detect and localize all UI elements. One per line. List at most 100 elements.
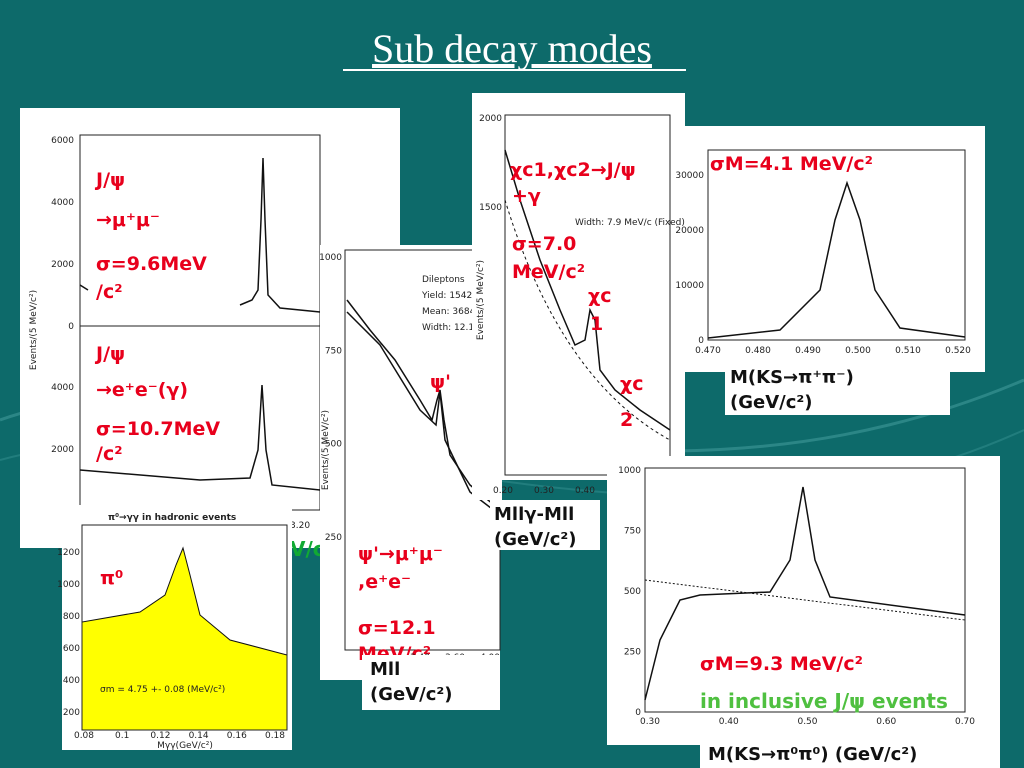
y-tick-label: 0 xyxy=(68,322,74,332)
frame xyxy=(644,467,966,713)
frame xyxy=(81,524,288,731)
annotation: +γ xyxy=(512,185,541,207)
annotation: 2 xyxy=(620,409,633,431)
annotation: σ=10.7MeV xyxy=(96,418,220,440)
background-fit xyxy=(644,579,966,621)
x-tick-label: 0.12 xyxy=(150,731,170,741)
label-box xyxy=(490,500,600,550)
x-tick-label: 3.20 xyxy=(290,521,310,531)
y-tick-label: 200 xyxy=(63,708,80,718)
axis-label: Mll xyxy=(370,659,400,680)
y-tick-label: 400 xyxy=(63,676,80,686)
annotation: σM=4.1 MeV/c² xyxy=(710,153,873,175)
annotation: J/ψ xyxy=(94,343,125,365)
axis-label: M(KS→π⁺π⁻) xyxy=(730,367,854,388)
y-tick-label: 2000 xyxy=(51,445,74,455)
x-tick-label: 0.60 xyxy=(876,717,896,727)
x-tick-label: 0.1 xyxy=(115,731,129,741)
ks-pm-panel: σM=4.1 MeV/c² xyxy=(685,126,985,372)
annotation: /c² xyxy=(96,443,123,465)
fit-note: Width: 7.9 MeV/c (Fixed) xyxy=(575,218,685,228)
annotation: χc xyxy=(588,285,612,307)
axis-label: Mllγ-Mll xyxy=(494,504,574,525)
axis-label-fragment: V/c xyxy=(290,537,325,561)
annotation: MeV/c² xyxy=(512,261,585,283)
y-tick-label: 4000 xyxy=(51,383,74,393)
y-tick-label: 1000 xyxy=(319,253,342,263)
annotation: J/ψ xyxy=(94,169,125,191)
annotation: χc1,χc2→J/ψ xyxy=(510,159,636,181)
y-axis-label: Events/(5 MeV/c²) xyxy=(476,260,486,340)
label-box xyxy=(725,362,950,415)
y-tick-label: 2000 xyxy=(51,260,74,270)
x-tick-label: 0.16 xyxy=(227,731,247,741)
label-box xyxy=(362,655,500,710)
ks-00-panel: σM=9.3 MeV/c² in inclusive J/ψ events xyxy=(607,456,1000,745)
panel-bg xyxy=(472,480,502,500)
annotation: π⁰ xyxy=(100,567,123,589)
x-tick-label: 0.470 xyxy=(695,346,721,356)
fit xyxy=(346,311,501,516)
y-tick-label: 800 xyxy=(63,612,80,622)
curve xyxy=(707,180,966,339)
y-tick-label: 4000 xyxy=(51,198,74,208)
y-tick-label: 1200 xyxy=(57,548,80,558)
curve xyxy=(504,149,671,431)
stats: Dileptons xyxy=(422,275,465,285)
y-tick-label: 1500 xyxy=(479,203,502,213)
background-fit xyxy=(504,199,671,441)
axis-label: (GeV/c²) xyxy=(494,529,577,550)
x-axis-label: Mγγ(GeV/c²) xyxy=(157,741,213,751)
annotation: →μ⁺μ⁻ xyxy=(96,209,160,231)
annotation: in inclusive J/ψ events xyxy=(700,689,948,713)
y-tick-label: 0 xyxy=(698,336,704,346)
x-tick-label: 0.08 xyxy=(74,731,94,741)
x-tick-label: 0.480 xyxy=(745,346,771,356)
pi0-panel: π⁰→γγ in hadronic events π⁰ σm = 4.75 +-… xyxy=(62,505,292,751)
annotation: σ=7.0 xyxy=(512,233,576,255)
axis-label: (GeV/c²) xyxy=(730,392,813,413)
panel-bg xyxy=(320,245,500,680)
slide-title: Sub decay modes xyxy=(372,26,652,71)
y-tick-label: 500 xyxy=(624,587,641,597)
annotation: ψ'→μ⁺μ⁻ xyxy=(358,543,443,565)
y-tick-label: 250 xyxy=(624,648,641,658)
x-tick-label: 0.20 xyxy=(493,486,513,496)
label-box xyxy=(700,735,1000,768)
y-axis-label: Events/(5 MeV/c²) xyxy=(321,410,331,490)
y-tick-label: 2000 xyxy=(479,114,502,124)
annotation: →e⁺e⁻(γ) xyxy=(96,379,188,401)
chic-panel: Events/(5 MeV/c²) Width: 7.9 MeV/c (Fixe… xyxy=(472,93,685,500)
stats: Mean: 3684.53 (F xyxy=(422,307,501,317)
x-tick-label: 0.40 xyxy=(575,486,595,496)
x-tick-label: 0.500 xyxy=(845,346,871,356)
stats: Width: 12.14 (Fi xyxy=(422,323,493,333)
annotation: σM=9.3 MeV/c² xyxy=(700,653,863,675)
y-tick-label: 10000 xyxy=(675,281,704,291)
annotation: χc xyxy=(620,373,644,395)
y-axis-label: Events/(5 MeV/c²) xyxy=(29,290,39,370)
curve xyxy=(79,157,321,313)
y-tick-label: 0 xyxy=(635,708,641,718)
x-tick-label: 0.30 xyxy=(640,717,660,727)
frame xyxy=(504,114,671,476)
caption: π⁰→γγ in hadronic events xyxy=(108,513,236,523)
x-tick-label: 0.510 xyxy=(895,346,921,356)
axis-label: (GeV/c²) xyxy=(370,684,453,705)
x-tick-label: 0.70 xyxy=(955,717,975,727)
stats: Yield: 1542 ± 1 xyxy=(421,291,491,301)
y-tick-label: 750 xyxy=(624,527,641,537)
x-tick-label: 0.40 xyxy=(719,717,739,727)
annotation: /c² xyxy=(96,281,123,303)
x-tick-label: 0.18 xyxy=(265,731,285,741)
y-tick-label: 500 xyxy=(325,440,342,450)
x-tick-label: 0.30 xyxy=(534,486,554,496)
psi2s-panel: Events/(5 MeV/c²) Dileptons Yield: 1542 … xyxy=(320,245,501,680)
x-tick-label: 0.14 xyxy=(189,731,209,741)
annotation: ψ' xyxy=(430,371,451,393)
x-tick-label: 0.520 xyxy=(945,346,971,356)
curve xyxy=(644,486,966,701)
y-tick-label: 20000 xyxy=(675,226,704,236)
annotation: σ=9.6MeV xyxy=(96,253,207,275)
